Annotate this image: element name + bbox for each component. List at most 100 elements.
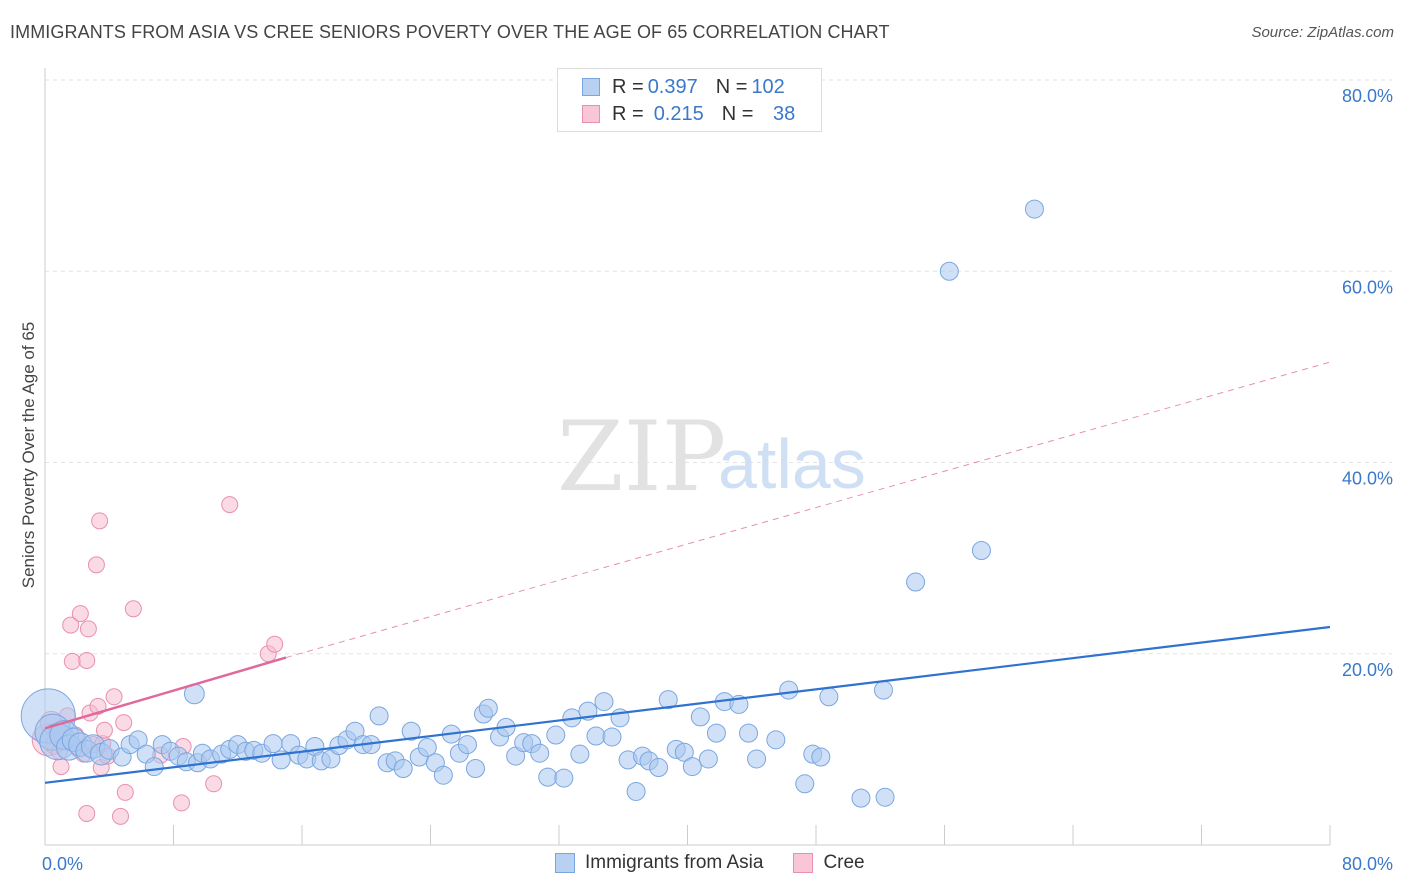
asia-point xyxy=(819,687,839,707)
y-tick-label: 80.0% xyxy=(1342,86,1393,106)
asia-point xyxy=(649,758,669,778)
asia-point xyxy=(263,734,283,754)
asia-point xyxy=(570,744,590,764)
y-axis-label: Seniors Poverty Over the Age of 65 xyxy=(19,322,38,588)
y-tick-label: 60.0% xyxy=(1342,277,1393,297)
asia-point xyxy=(906,572,926,592)
legend-n-label: N = xyxy=(715,75,748,98)
cree-point xyxy=(115,714,133,732)
cree-point xyxy=(266,635,284,653)
cree-point xyxy=(91,512,109,530)
asia-point xyxy=(554,768,574,788)
cree-trend-dashed xyxy=(285,361,1331,659)
legend-n-label: N = xyxy=(721,102,754,125)
legend-swatch-asia xyxy=(555,853,575,873)
asia-point xyxy=(144,757,164,777)
y-tick-label: 20.0% xyxy=(1342,660,1393,680)
asia-point xyxy=(779,680,799,700)
watermark-zip: ZIP xyxy=(557,401,726,513)
asia-point xyxy=(766,730,786,750)
asia-point xyxy=(369,706,389,726)
asia-point xyxy=(698,749,718,769)
asia-point xyxy=(417,737,437,757)
cree-point xyxy=(71,605,89,623)
legend-swatch-cree xyxy=(793,853,814,873)
cree-point xyxy=(124,600,142,618)
y-tick-label: 40.0% xyxy=(1342,469,1393,489)
asia-point xyxy=(401,721,421,741)
asia-point xyxy=(674,742,694,762)
asia-point xyxy=(586,726,606,746)
legend-n-value-asia: 102 xyxy=(751,75,785,98)
asia-point xyxy=(971,540,991,560)
asia-point xyxy=(465,759,485,778)
asia-point xyxy=(1024,199,1044,219)
cree-point xyxy=(78,651,96,669)
cree-point xyxy=(173,794,191,812)
asia-trend-line xyxy=(44,625,1331,784)
asia-point xyxy=(851,788,871,808)
cree-point xyxy=(79,620,97,638)
axes xyxy=(44,68,1331,846)
asia-point xyxy=(795,774,815,794)
asia-point xyxy=(602,727,622,747)
asia-point xyxy=(811,747,831,767)
trend-lines xyxy=(44,361,1331,784)
cree-point xyxy=(221,496,239,514)
cree-point xyxy=(105,688,123,706)
source-label: Source: ZipAtlas.com xyxy=(1251,24,1394,41)
asia-point xyxy=(747,749,767,769)
asia-point xyxy=(875,787,895,807)
asia-point xyxy=(682,757,702,777)
cree-point xyxy=(111,807,129,825)
asia-point xyxy=(739,723,759,743)
asia-point xyxy=(433,765,453,785)
legend-r-value-cree: 0.215 xyxy=(653,102,704,125)
asia-points xyxy=(20,199,1044,808)
asia-point xyxy=(873,680,893,700)
asia-point xyxy=(939,261,959,281)
asia-point xyxy=(594,692,614,712)
x-tick-label: 80.0% xyxy=(1342,854,1393,874)
cree-point xyxy=(63,652,81,670)
cree-point xyxy=(95,721,113,739)
series-legend: Immigrants from Asia Cree xyxy=(555,852,895,874)
cree-point xyxy=(87,556,105,574)
cree-point xyxy=(116,783,134,801)
asia-point xyxy=(690,707,710,727)
chart-title: IMMIGRANTS FROM ASIA VS CREE SENIORS POV… xyxy=(10,22,890,42)
asia-point xyxy=(538,767,558,787)
asia-point xyxy=(706,723,726,743)
cree-point xyxy=(78,804,96,822)
asia-point xyxy=(478,698,498,718)
grid-lines xyxy=(45,79,1392,655)
legend-row-cree: R = 0.215 N = 38 xyxy=(582,101,795,127)
asia-point xyxy=(393,759,413,778)
x-tick-label: 0.0% xyxy=(42,854,83,874)
legend-row-asia: R = 0.397 N = 102 xyxy=(582,74,785,100)
legend-n-value-cree: 38 xyxy=(767,102,796,125)
legend-swatch-cree xyxy=(582,105,600,123)
asia-point xyxy=(530,743,550,763)
cree-trend-line xyxy=(44,656,287,730)
legend-item-cree: Cree xyxy=(793,852,865,874)
asia-point xyxy=(457,735,477,755)
legend-r-label: R = xyxy=(612,102,644,125)
legend-item-asia: Immigrants from Asia xyxy=(555,852,763,874)
legend-r-value-asia: 0.397 xyxy=(647,75,698,98)
cree-point xyxy=(205,775,223,793)
legend-label-cree: Cree xyxy=(823,852,865,873)
watermark-atlas: atlas xyxy=(718,425,866,503)
legend-label-asia: Immigrants from Asia xyxy=(585,852,764,873)
asia-point xyxy=(658,690,678,710)
asia-point xyxy=(626,781,646,801)
legend-r-label: R = xyxy=(612,75,644,98)
asia-point xyxy=(546,725,566,745)
watermark: ZIP atlas xyxy=(557,401,866,513)
stats-legend: R = 0.397 N = 102 R = 0.215 N = 38 xyxy=(557,68,822,132)
legend-swatch-asia xyxy=(582,78,600,96)
cree-point xyxy=(52,758,70,776)
cree-point xyxy=(62,616,80,634)
tick-labels: 20.0% 40.0% 60.0% 80.0% 0.0% 80.0% xyxy=(42,86,1393,874)
